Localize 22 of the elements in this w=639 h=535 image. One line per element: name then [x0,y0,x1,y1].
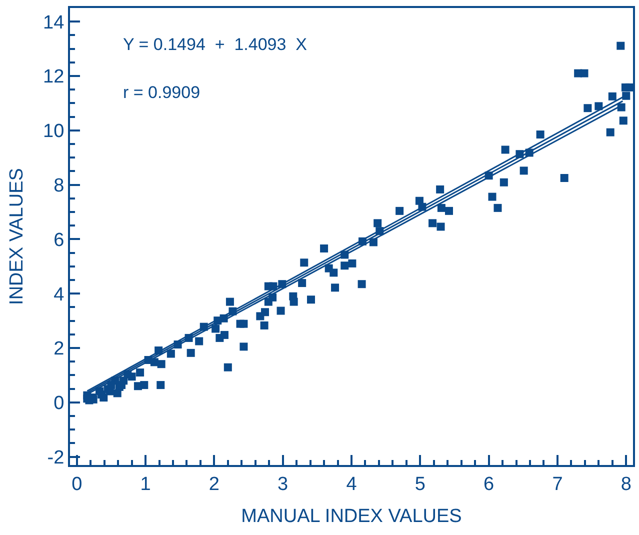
x-axis-title: MANUAL INDEX VALUES [241,506,462,528]
y-axis-title: INDEX VALUES [6,168,28,305]
x-tick-label: 1 [140,474,151,495]
annotation: Y = 0.1494 + 1.4093 X [123,35,308,54]
x-tick-label: 6 [484,474,494,495]
y-tick-label: 6 [54,230,64,251]
x-tick-label: 4 [346,474,358,495]
y-tick-label: 12 [43,66,64,88]
x-tick-label: 7 [552,474,563,495]
y-tick-label: 4 [54,284,65,306]
y-tick-label: 0 [54,393,64,414]
x-tick-label: 0 [72,474,82,495]
y-tick-label: 14 [43,12,65,34]
x-tick-label: 3 [278,474,288,495]
x-tick-label: 2 [208,474,220,495]
y-tick-label: 8 [54,175,64,196]
y-tick-label: 2 [54,338,64,360]
x-tick-label: 8 [620,474,632,495]
annotation: r = 0.9909 [123,83,200,102]
x-tick-label: 5 [414,474,426,495]
y-tick-label: 10 [43,121,64,142]
y-tick-label: -2 [47,447,64,468]
